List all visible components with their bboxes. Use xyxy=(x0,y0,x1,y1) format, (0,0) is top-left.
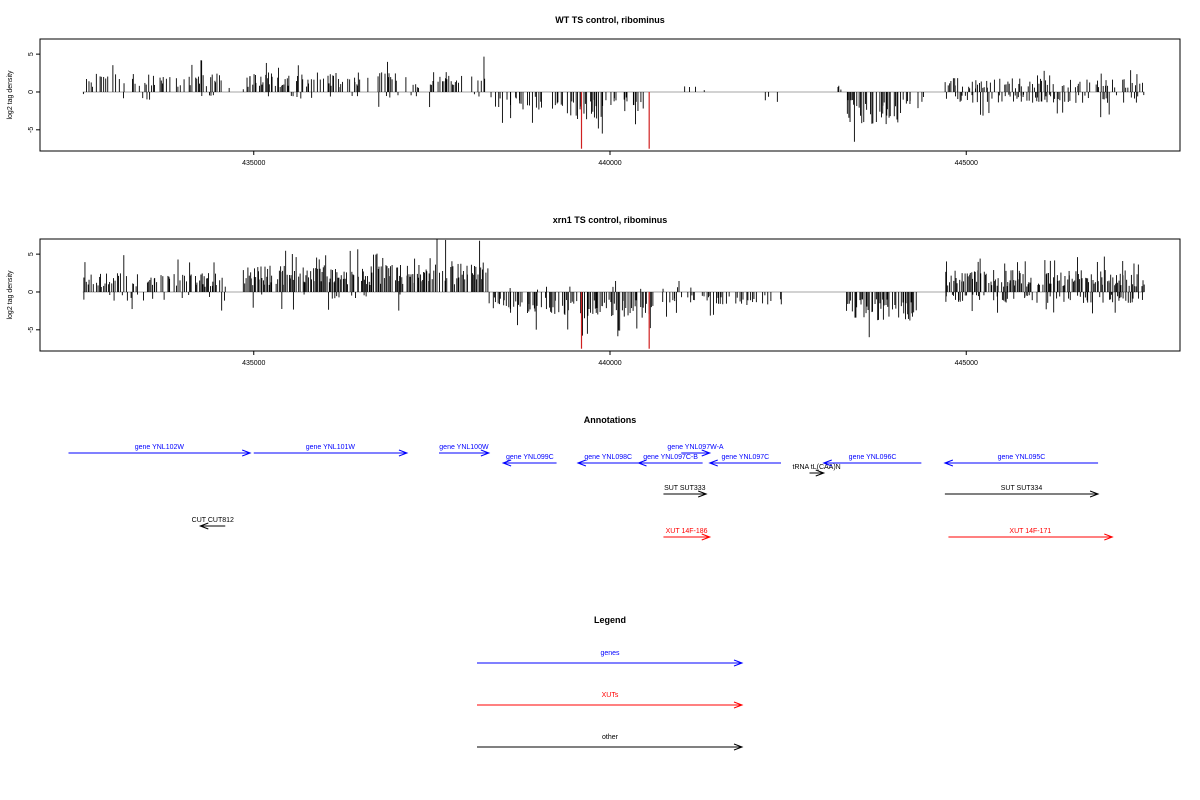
wt-y-tick-label: 5 xyxy=(28,52,35,56)
annotation-feature: gene YNL097C xyxy=(708,454,781,467)
annotation-label: SUT SUT333 xyxy=(664,485,706,492)
annotation-arrowhead xyxy=(815,469,826,477)
annotation-feature: gene YNL096C xyxy=(822,454,922,467)
legend-arrowhead xyxy=(733,659,744,667)
annotation-feature: CUT CUT812 xyxy=(192,517,234,530)
annotation-label: gene YNL100W xyxy=(439,444,489,451)
legend-entries: genes XUTs other xyxy=(477,650,744,751)
annotation-label: XUT 14F-171 xyxy=(1009,528,1051,535)
legend-label: XUTs xyxy=(602,692,619,699)
annotation-arrowhead xyxy=(943,459,954,467)
annotation-arrowhead xyxy=(822,459,832,467)
xrn1-y-tick-label: 5 xyxy=(28,252,35,256)
xrn1-x-tick-label: 445000 xyxy=(955,360,978,367)
annotation-arrowhead xyxy=(701,533,712,541)
wt-y-tick-label: -5 xyxy=(28,127,35,133)
annotation-feature: XUT 14F-171 xyxy=(948,528,1114,541)
annotation-arrowhead xyxy=(501,459,512,467)
wt-y-axis: -5 0 5 xyxy=(28,52,40,133)
legend-arrowhead xyxy=(733,743,744,751)
legend-entry: other xyxy=(477,734,744,751)
legend-arrowhead xyxy=(733,701,744,709)
xrn1-x-tick-label: 440000 xyxy=(598,360,621,367)
annotation-label: SUT SUT334 xyxy=(1001,485,1043,492)
annotation-feature: gene YNL098C xyxy=(576,454,639,467)
wt-x-tick-label: 435000 xyxy=(242,160,265,167)
legend-title: Legend xyxy=(594,615,626,625)
wt-y-axis-label: log2 tag density xyxy=(7,70,14,120)
xrn1-bars xyxy=(82,239,1145,349)
legend-panel: Legend genes XUTs other xyxy=(477,615,744,751)
annotation-features: gene YNL102W gene YNL101W gene YNL100W gene… xyxy=(68,444,1114,541)
wt-x-tick-label: 440000 xyxy=(598,160,621,167)
wt-bars xyxy=(82,56,1145,149)
xrn1-y-axis-label: log2 tag density xyxy=(7,270,14,320)
annotation-feature: SUT SUT333 xyxy=(663,485,708,498)
legend-label: other xyxy=(602,734,619,741)
annotation-arrowhead xyxy=(398,449,409,457)
annotation-label: gene YNL098C xyxy=(584,454,632,461)
legend-label: genes xyxy=(600,650,620,657)
annotation-arrowhead xyxy=(1104,533,1114,541)
annotation-feature: gene YNL099C xyxy=(501,454,557,467)
annotation-label: gene YNL099C xyxy=(506,454,554,461)
annotation-feature: SUT SUT334 xyxy=(944,485,1100,498)
wt-y-tick-label: 0 xyxy=(28,90,35,94)
annotation-arrowhead xyxy=(708,459,718,467)
xrn1-panel: xrn1 TS control, ribominus log2 tag dens… xyxy=(7,215,1181,367)
xrn1-y-axis: -5 0 5 xyxy=(28,252,40,333)
annotation-feature: gene YNL102W xyxy=(68,444,252,457)
annotations-title: Annotations xyxy=(584,415,637,425)
annotations-panel: Annotations gene YNL102W gene YNL101W gene… xyxy=(68,415,1114,541)
annotation-feature: XUT 14F-186 xyxy=(663,528,712,541)
legend-entry: XUTs xyxy=(477,692,744,709)
xrn1-y-tick-label: 0 xyxy=(28,290,35,294)
xrn1-plot-frame xyxy=(39,238,1181,352)
annotation-arrowhead xyxy=(242,449,252,457)
xrn1-y-tick-label: -5 xyxy=(28,327,35,333)
annotation-arrowhead xyxy=(198,522,209,530)
annotation-arrowhead xyxy=(701,449,712,457)
annotation-feature: tRNA tL(CAA)N xyxy=(793,464,841,477)
xrn1-panel-title: xrn1 TS control, ribominus xyxy=(553,215,668,225)
annotation-label: CUT CUT812 xyxy=(192,517,234,524)
wt-x-axis: 435000 440000 445000 xyxy=(242,151,978,167)
xrn1-x-tick-label: 435000 xyxy=(242,360,265,367)
annotation-label: gene YNL096C xyxy=(849,454,897,461)
wt-panel-title: WT TS control, ribominus xyxy=(555,15,665,25)
annotation-label: gene YNL097C xyxy=(722,454,770,461)
annotation-feature: gene YNL097C-B xyxy=(637,454,703,467)
annotation-feature: gene YNL095C xyxy=(943,454,1099,467)
annotation-arrowhead xyxy=(1089,490,1100,498)
annotation-feature: gene YNL097W-A xyxy=(667,444,724,457)
annotation-label: gene YNL095C xyxy=(998,454,1046,461)
annotation-label: tRNA tL(CAA)N xyxy=(793,464,841,471)
annotation-arrowhead xyxy=(480,449,491,457)
annotation-label: gene YNL097C-B xyxy=(643,454,698,461)
annotation-arrowhead xyxy=(576,459,587,467)
annotation-feature: gene YNL101W xyxy=(253,444,409,457)
annotation-label: gene YNL102W xyxy=(135,444,185,451)
xrn1-x-axis: 435000 440000 445000 xyxy=(242,351,978,367)
annotation-feature: gene YNL100W xyxy=(439,444,491,457)
legend-entry: genes xyxy=(477,650,744,667)
annotation-label: gene YNL101W xyxy=(306,444,356,451)
annotation-arrowhead xyxy=(637,459,647,467)
annotation-arrowhead xyxy=(698,490,708,498)
wt-x-tick-label: 445000 xyxy=(955,160,978,167)
annotation-label: XUT 14F-186 xyxy=(666,528,708,535)
annotation-label: gene YNL097W-A xyxy=(667,444,723,451)
wt-panel: WT TS control, ribominus log2 tag densit… xyxy=(7,15,1181,167)
